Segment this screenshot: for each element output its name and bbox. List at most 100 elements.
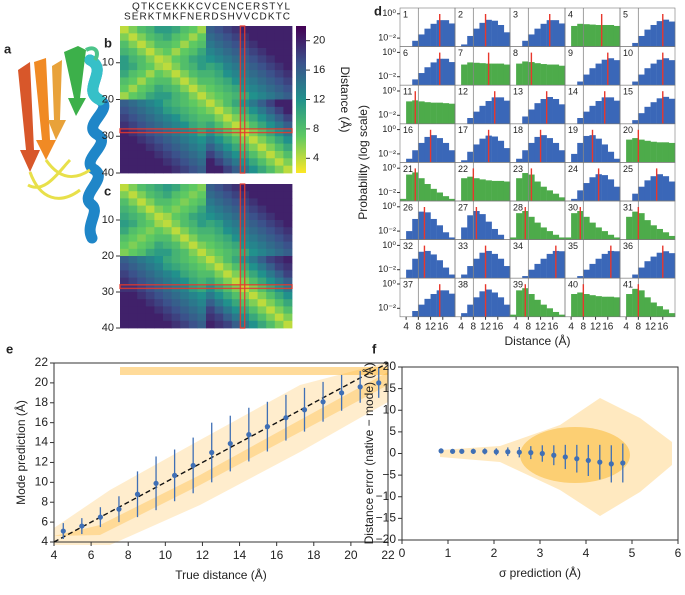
heatmap-cell: [231, 26, 241, 34]
subplot-label: 39: [513, 280, 523, 290]
heatmap-cell: [231, 48, 241, 56]
heatmap-cell: [154, 114, 164, 122]
heatmap-cell: [274, 40, 284, 49]
heatmap-cell: [257, 241, 267, 250]
sequence: QTKCEKKKCVCENCERSTYL: [132, 2, 290, 13]
heatmap-cell: [266, 220, 276, 228]
heatmap-cell: [206, 234, 215, 242]
heatmap-cell: [283, 306, 293, 314]
heatmap-cell: [214, 62, 224, 71]
heatmap-cell: [206, 198, 215, 206]
histogram-bar: [497, 297, 505, 317]
heatmap-cell: [120, 241, 129, 250]
heatmap-cell: [137, 40, 147, 49]
histogram-bar: [528, 269, 535, 279]
heatmap-cell: [257, 165, 267, 174]
histogram-bar: [467, 35, 474, 47]
point: [585, 457, 591, 464]
heatmap-cell: [163, 121, 172, 130]
point: [172, 472, 178, 478]
heatmap-cell: [266, 62, 276, 71]
heatmap-cell: [197, 114, 207, 122]
y-axis-label: Mode prediction (Å): [13, 400, 28, 505]
heatmap-cell: [231, 277, 241, 286]
heatmap-cell: [283, 227, 293, 235]
histogram-bar: [552, 142, 560, 163]
heatmap-cell: [120, 55, 129, 64]
histogram-bar: [406, 158, 413, 163]
histogram-bar: [552, 234, 560, 240]
heatmap-cell: [197, 40, 207, 49]
heatmap-cell: [274, 48, 284, 56]
subplot-label: 4: [568, 9, 573, 19]
histogram-bar: [650, 302, 657, 317]
heatmap-cell: [188, 114, 198, 122]
heatmap-cell: [283, 241, 293, 250]
histogram-bar: [473, 178, 480, 201]
histogram-bar: [638, 213, 645, 240]
heatmap-cell: [257, 62, 267, 71]
heatmap-cell: [266, 212, 276, 221]
heatmap-cell: [163, 165, 172, 174]
heatmap-cell: [188, 270, 198, 278]
heatmap-cell: [214, 198, 224, 206]
x-axis-label: True distance (Å): [175, 567, 267, 582]
heatmap-cell: [249, 292, 258, 300]
histogram-bar: [552, 64, 560, 86]
histogram-bar: [558, 65, 566, 86]
heatmap-cell: [180, 292, 190, 300]
histogram-bar: [632, 274, 639, 279]
colorbar-tick-label: 16: [313, 64, 325, 76]
heatmap-cell: [266, 92, 276, 100]
heatmap-cell: [266, 270, 276, 278]
x-tick-label: 12: [535, 321, 547, 332]
subplot-label: 41: [623, 280, 633, 290]
heatmap-cell: [197, 277, 207, 286]
histogram-bar: [406, 231, 413, 240]
histogram-bar: [430, 102, 437, 124]
heatmap-cell: [137, 106, 147, 115]
heatmap-cell: [188, 263, 198, 271]
histogram-bar: [467, 304, 474, 317]
heatmap-cell: [223, 70, 233, 78]
heatmap-cell: [214, 165, 224, 174]
heatmap-cell: [163, 136, 172, 144]
heatmap-cell: [188, 40, 198, 49]
histogram-bar: [540, 64, 547, 86]
histogram-bar: [430, 188, 437, 201]
y-tick-label: 10: [35, 475, 49, 489]
heatmap-cell: [120, 99, 129, 108]
histogram-bar: [473, 144, 480, 163]
histogram-bar: [638, 113, 645, 124]
point: [227, 440, 233, 447]
histogram-bar: [497, 140, 505, 163]
histogram-bar: [662, 232, 670, 240]
heatmap-cell: [154, 292, 164, 300]
y-tick-label: 10: [102, 57, 114, 69]
heatmap-cell: [257, 220, 267, 228]
histogram-bar: [589, 105, 596, 124]
heatmap-cell: [128, 313, 138, 322]
heatmap-cell: [206, 26, 215, 34]
histogram-bar: [424, 212, 431, 240]
histogram-bar: [467, 266, 474, 279]
histogram-bar: [558, 104, 566, 124]
histogram-bar: [577, 118, 584, 124]
heatmap-cell: [283, 313, 293, 322]
y-tick-label: 16: [35, 415, 49, 429]
heatmap-cell: [206, 33, 215, 42]
heatmap-cell: [137, 299, 147, 307]
heatmap-cell: [163, 205, 172, 214]
histogram-bar: [485, 250, 492, 279]
point: [60, 528, 66, 534]
heatmap-cell: [257, 227, 267, 235]
histogram-bar: [522, 276, 529, 279]
histogram-bar: [650, 141, 657, 163]
histogram-bar: [558, 314, 566, 317]
heatmap-cell: [188, 158, 198, 167]
heatmap-cell: [163, 158, 172, 167]
heatmap-cell: [197, 84, 207, 93]
y-tick-label: 10⁻²: [378, 110, 396, 120]
heatmap-cell: [283, 263, 293, 271]
heatmap-cell: [206, 205, 215, 214]
